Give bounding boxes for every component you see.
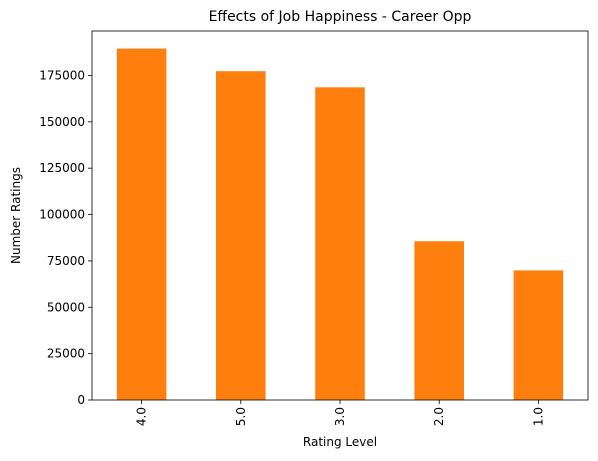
x-tick-label: 1.0 (531, 407, 545, 426)
y-axis-label: Number Ratings (9, 167, 23, 264)
plot-frame (91, 30, 589, 401)
y-tick-label: 125000 (39, 161, 85, 175)
x-tick-label: 3.0 (333, 407, 347, 426)
bars-group (116, 48, 564, 400)
y-tick-label: 150000 (39, 115, 85, 129)
y-tick-label: 50000 (47, 300, 85, 314)
y-tick-label: 25000 (47, 347, 85, 361)
x-tick-label: 2.0 (432, 407, 446, 426)
bar-5.0 (216, 71, 266, 400)
x-axis-ticks: 4.0 5.0 3.0 2.0 1.0 (135, 400, 545, 426)
y-axis-ticks: 0 25000 50000 75000 100000 125000 150000 175000 (39, 68, 92, 407)
y-tick-label: 100000 (39, 208, 85, 222)
bar-2.0 (414, 241, 464, 400)
x-tick-label: 5.0 (234, 407, 248, 426)
bar-4.0 (116, 48, 167, 400)
y-tick-label: 175000 (39, 68, 85, 82)
y-tick-label: 75000 (47, 254, 85, 268)
x-axis-label: Rating Level (303, 435, 377, 449)
bar-1.0 (513, 270, 564, 400)
y-tick-label: 0 (77, 393, 85, 407)
chart-title: Effects of Job Happiness - Career Opp (209, 9, 472, 25)
x-tick-label: 4.0 (135, 407, 149, 426)
bar-3.0 (315, 87, 365, 400)
